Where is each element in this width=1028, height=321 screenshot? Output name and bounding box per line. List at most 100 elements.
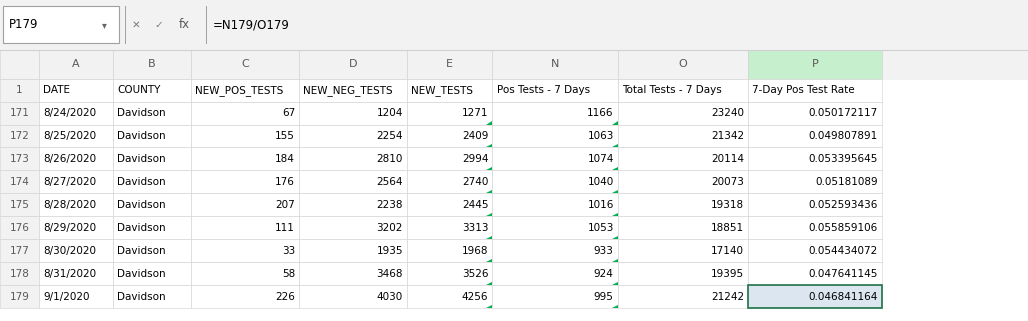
Bar — [748, 262, 882, 285]
Text: 58: 58 — [282, 269, 295, 279]
Polygon shape — [486, 236, 492, 239]
Bar — [492, 101, 618, 125]
Text: 21342: 21342 — [711, 131, 744, 141]
Text: ✕: ✕ — [132, 20, 141, 30]
Text: 7-Day Pos Test Rate: 7-Day Pos Test Rate — [752, 85, 855, 95]
Polygon shape — [612, 167, 618, 170]
Polygon shape — [612, 305, 618, 308]
Bar — [492, 79, 618, 101]
Bar — [299, 170, 407, 193]
Bar — [113, 239, 191, 262]
Text: fx: fx — [179, 18, 190, 31]
Text: 226: 226 — [276, 292, 295, 302]
Bar — [618, 170, 748, 193]
Text: 111: 111 — [276, 223, 295, 233]
Text: 0.055859106: 0.055859106 — [809, 223, 878, 233]
Text: 173: 173 — [9, 154, 30, 164]
Text: 1166: 1166 — [587, 108, 614, 118]
Polygon shape — [612, 121, 618, 125]
Bar — [39, 170, 113, 193]
Text: 3526: 3526 — [462, 269, 488, 279]
Bar — [39, 101, 113, 125]
Bar — [407, 170, 492, 193]
Text: 995: 995 — [594, 292, 614, 302]
Bar — [39, 148, 113, 170]
Bar — [191, 148, 299, 170]
Text: 176: 176 — [276, 177, 295, 187]
Polygon shape — [486, 282, 492, 285]
Text: 0.054434072: 0.054434072 — [809, 246, 878, 256]
Bar — [618, 125, 748, 148]
Bar — [191, 79, 299, 101]
Text: Davidson: Davidson — [117, 269, 166, 279]
Bar — [0, 170, 39, 193]
Text: B: B — [148, 59, 156, 69]
Bar — [618, 285, 748, 308]
Bar — [39, 79, 113, 101]
Polygon shape — [612, 259, 618, 262]
Bar — [0, 50, 1028, 79]
Bar — [492, 239, 618, 262]
Text: =N179/O179: =N179/O179 — [213, 18, 290, 31]
Bar — [39, 216, 113, 239]
Bar — [0, 148, 39, 170]
Text: 933: 933 — [594, 246, 614, 256]
Text: 1271: 1271 — [462, 108, 488, 118]
Text: 8/27/2020: 8/27/2020 — [43, 177, 97, 187]
Text: 1053: 1053 — [587, 223, 614, 233]
Text: 8/29/2020: 8/29/2020 — [43, 223, 97, 233]
Bar — [299, 125, 407, 148]
Bar — [618, 193, 748, 216]
Bar — [0, 193, 39, 216]
Text: NEW_NEG_TESTS: NEW_NEG_TESTS — [303, 85, 393, 96]
Bar — [0, 262, 39, 285]
Text: 1040: 1040 — [587, 177, 614, 187]
Text: 1968: 1968 — [462, 246, 488, 256]
Text: 174: 174 — [9, 177, 30, 187]
Text: 3313: 3313 — [462, 223, 488, 233]
Text: 19318: 19318 — [711, 200, 744, 210]
Bar — [39, 50, 113, 79]
Text: 8/28/2020: 8/28/2020 — [43, 200, 97, 210]
Bar — [3, 6, 119, 43]
Text: 171: 171 — [9, 108, 30, 118]
Text: C: C — [242, 59, 249, 69]
Bar — [618, 239, 748, 262]
Bar — [299, 148, 407, 170]
Bar — [0, 239, 39, 262]
Text: D: D — [348, 59, 358, 69]
Polygon shape — [612, 190, 618, 193]
Bar — [191, 125, 299, 148]
Bar — [299, 193, 407, 216]
Text: 176: 176 — [9, 223, 30, 233]
Bar — [618, 148, 748, 170]
Text: 178: 178 — [9, 269, 30, 279]
Text: E: E — [446, 59, 453, 69]
Text: 4030: 4030 — [376, 292, 403, 302]
Bar — [39, 239, 113, 262]
Text: 184: 184 — [276, 154, 295, 164]
Text: 177: 177 — [9, 246, 30, 256]
Bar — [39, 193, 113, 216]
Text: 8/25/2020: 8/25/2020 — [43, 131, 97, 141]
Bar — [748, 239, 882, 262]
Bar — [618, 262, 748, 285]
Text: Davidson: Davidson — [117, 246, 166, 256]
Text: 17140: 17140 — [711, 246, 744, 256]
Text: ▾: ▾ — [103, 20, 107, 30]
Text: 0.05181089: 0.05181089 — [815, 177, 878, 187]
Bar — [113, 148, 191, 170]
Bar — [299, 285, 407, 308]
Text: 175: 175 — [9, 200, 30, 210]
Bar — [191, 193, 299, 216]
Polygon shape — [486, 190, 492, 193]
Bar — [113, 285, 191, 308]
Text: 0.047641145: 0.047641145 — [809, 269, 878, 279]
Text: 21242: 21242 — [711, 292, 744, 302]
Bar — [0, 79, 39, 101]
Bar — [492, 193, 618, 216]
Polygon shape — [612, 213, 618, 216]
Bar — [748, 148, 882, 170]
Bar — [748, 101, 882, 125]
Bar — [492, 125, 618, 148]
